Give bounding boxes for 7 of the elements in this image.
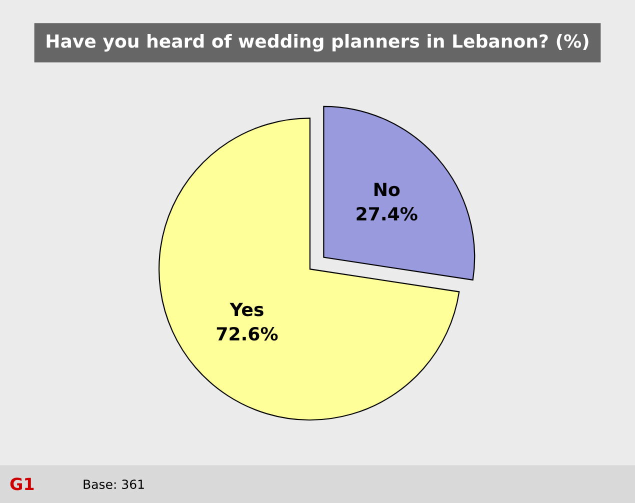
slice-label: Yes xyxy=(230,302,264,316)
chart-title: Have you heard of wedding planners in Lebanon? (%) xyxy=(46,34,588,52)
text: G1 xyxy=(10,478,34,490)
text: Base: 361 xyxy=(84,480,144,490)
slice-label: No xyxy=(374,182,400,196)
data-label: 27.4% xyxy=(356,206,418,221)
data-label: 72.6% xyxy=(216,326,278,341)
